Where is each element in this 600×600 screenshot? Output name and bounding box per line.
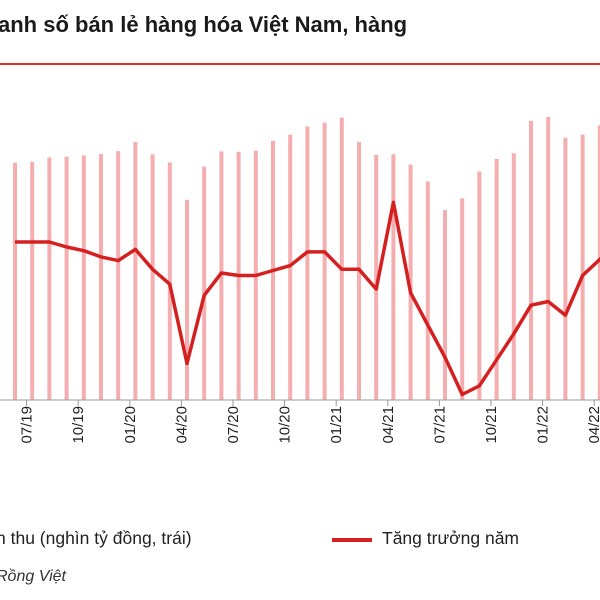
bar — [580, 134, 585, 400]
bar — [81, 155, 86, 400]
bar — [322, 122, 327, 401]
bar — [477, 171, 482, 400]
x-ticks: 07/19 10/19 01/20 04/20 07/20 10/20 01/21 04/21… — [19, 400, 600, 444]
x-tick-label: 07/21 — [431, 406, 448, 444]
bar — [460, 198, 465, 400]
bar — [597, 125, 600, 400]
bar — [546, 116, 551, 400]
bar — [185, 199, 189, 400]
x-tick-label: 01/21 — [328, 406, 345, 444]
bar — [133, 141, 138, 400]
bar — [99, 153, 103, 400]
bar — [116, 151, 121, 400]
bar — [30, 162, 35, 400]
bar — [305, 126, 310, 401]
chart-plot: 07/19 10/19 01/20 04/20 07/20 10/20 01/21 04/21… — [0, 116, 600, 444]
title-rule — [0, 63, 600, 65]
bar — [374, 155, 379, 400]
x-tick-label: 04/20 — [173, 406, 190, 444]
source-note: Rồng Việt — [0, 568, 66, 585]
growth-line — [15, 200, 600, 397]
bar — [13, 162, 17, 400]
bar — [563, 137, 568, 401]
bar — [339, 117, 344, 401]
x-tick-label: 04/21 — [380, 406, 397, 444]
bar — [529, 120, 533, 400]
x-tick-label: 10/19 — [70, 406, 87, 444]
bar — [167, 162, 172, 400]
bar — [443, 210, 447, 400]
bar — [391, 154, 396, 400]
legend-bar-label: h thu (nghìn tỷ đồng, trái) — [0, 528, 192, 548]
bar — [150, 154, 155, 400]
bar — [408, 164, 413, 400]
legend-line-swatch — [332, 538, 372, 542]
x-tick-label: 01/20 — [122, 406, 139, 444]
bar — [425, 181, 430, 400]
x-tick-label: 07/20 — [225, 406, 242, 444]
x-tick-label: 10/20 — [277, 406, 294, 444]
x-tick-label: 04/22 — [586, 406, 600, 444]
legend: h thu (nghìn tỷ đồng, trái) Tăng trưởng … — [0, 520, 600, 556]
bar — [494, 158, 499, 400]
bar — [511, 153, 516, 400]
bar — [202, 166, 207, 400]
x-tick-label: 10/21 — [483, 406, 500, 444]
chart-title: anh số bán lẻ hàng hóa Việt Nam, hàng — [0, 12, 408, 37]
legend-line-label: Tăng trưởng năm — [382, 528, 520, 548]
x-tick-label: 01/22 — [535, 406, 552, 444]
x-tick-label: 07/19 — [19, 406, 36, 444]
bar — [47, 157, 52, 400]
bar — [64, 156, 69, 400]
